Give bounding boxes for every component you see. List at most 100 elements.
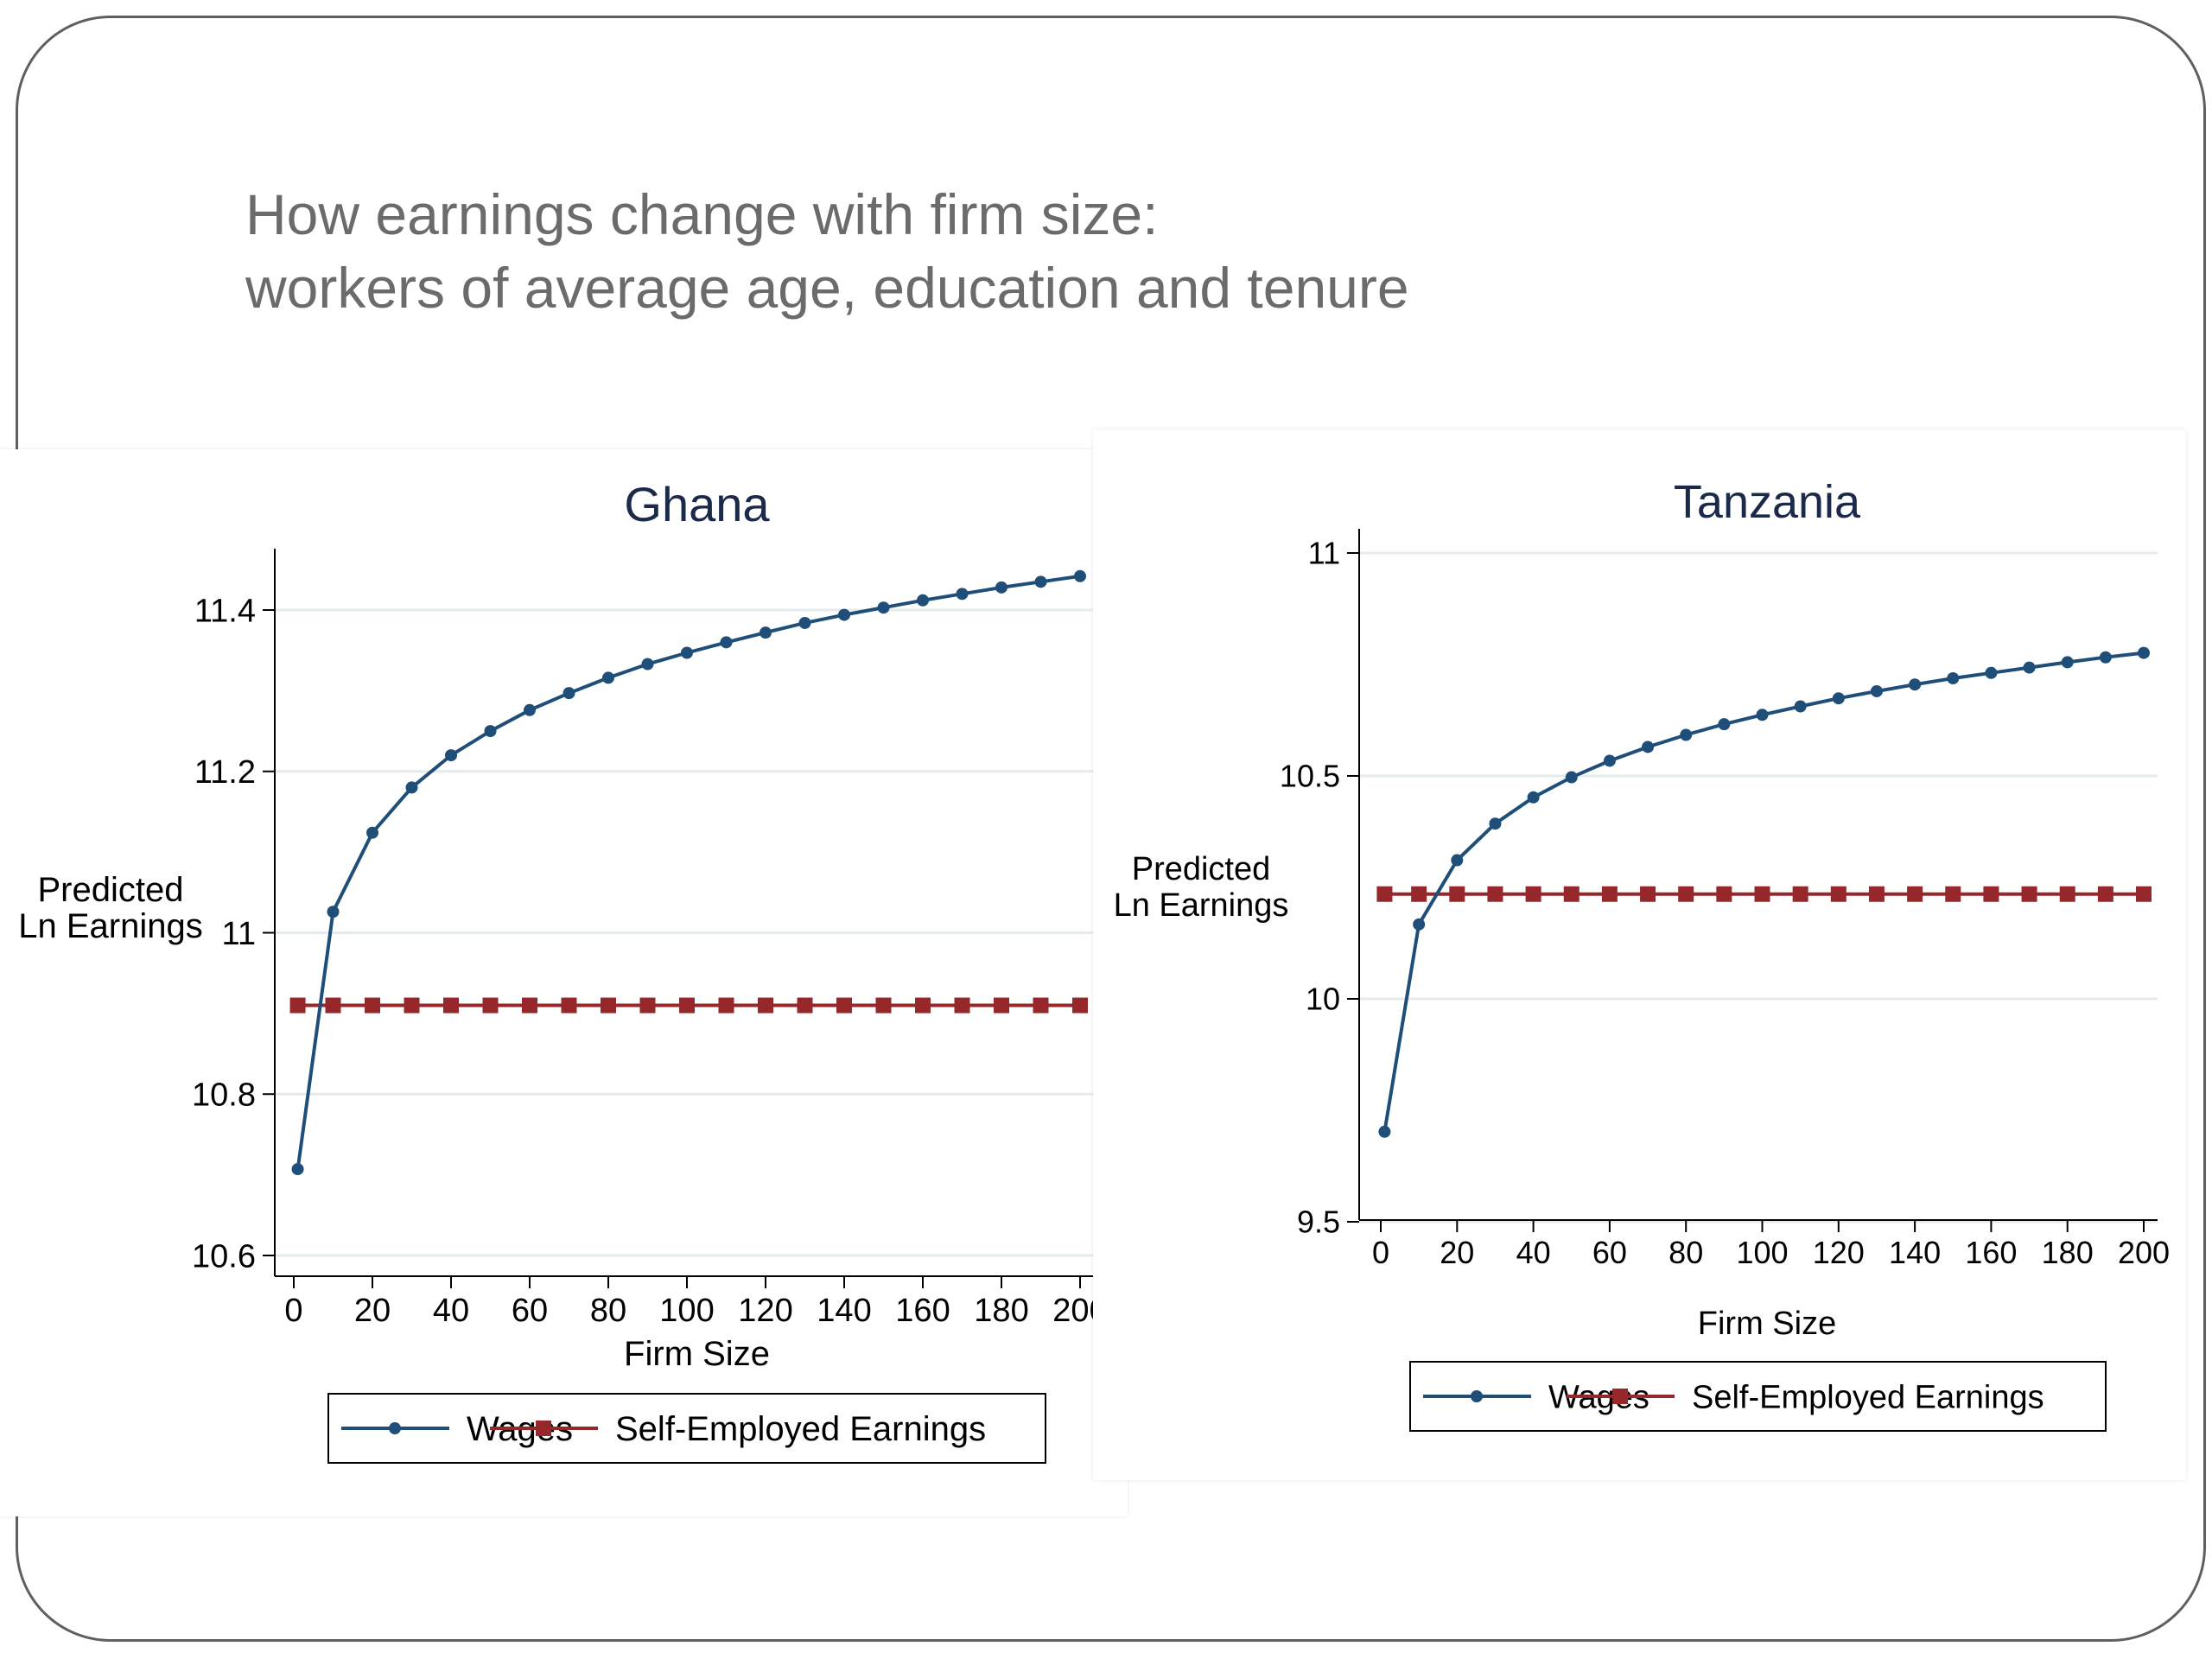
- slide-title-line-2: workers of average age, education and te…: [245, 256, 1409, 320]
- self-employed-point: [1487, 886, 1503, 902]
- self-employed-point: [639, 997, 656, 1014]
- wages-point: [1832, 692, 1845, 705]
- wages-point: [877, 601, 890, 614]
- self-employed-point: [836, 997, 852, 1014]
- wages-point: [1489, 817, 1502, 830]
- wages-point: [760, 626, 772, 639]
- legend-key-wages-marker: [389, 1422, 401, 1434]
- wages-point: [291, 1163, 304, 1176]
- self-employed-point: [954, 997, 970, 1014]
- wages-point: [1985, 666, 1998, 679]
- x-tick-label: 0: [284, 1293, 302, 1329]
- x-tick-label: 140: [1889, 1235, 1941, 1270]
- wages-point: [2138, 646, 2150, 659]
- self-employed-point: [1033, 997, 1049, 1014]
- wages-point: [1680, 728, 1693, 741]
- x-tick-label: 40: [1516, 1235, 1551, 1270]
- self-employed-point: [994, 997, 1009, 1014]
- y-tick-label: 11.2: [194, 754, 256, 791]
- x-tick-label: 140: [817, 1293, 871, 1329]
- y-axis-label: Predicted Ln Earnings: [1114, 851, 1289, 924]
- y-axis-label-line: Predicted: [38, 871, 184, 909]
- self-employed-point: [1601, 886, 1618, 902]
- y-axis-label: Predicted Ln Earnings: [18, 871, 202, 945]
- x-tick-label: 180: [974, 1293, 1028, 1329]
- x-tick-label: 200: [2118, 1235, 2170, 1270]
- y-tick-label: 9.5: [1297, 1205, 1340, 1240]
- x-tick-label: 80: [590, 1293, 626, 1329]
- self-employed-point: [1525, 886, 1541, 902]
- wages-point: [995, 581, 1007, 594]
- legend-label-self-employed: Self-Employed Earnings: [1692, 1379, 2044, 1415]
- wages-point: [2099, 651, 2112, 664]
- chart-tanzania: Tanzania 9.5 10 10.5 11 0 20 40 60 80 100 120 140 160…: [1114, 476, 2170, 1432]
- self-employed-point: [758, 997, 773, 1014]
- wages-point: [524, 703, 536, 716]
- chart-title: Tanzania: [1674, 476, 1861, 528]
- self-employed-point: [1678, 886, 1694, 902]
- wages-point: [641, 658, 654, 671]
- y-axis-label-line: Ln Earnings: [1114, 887, 1289, 924]
- chart-panel-ghana: Ghana 10.6 10.8 11 11.2 11.4 0 20 40 60 80 100 120 14…: [0, 449, 1128, 1516]
- x-tick-label: 60: [1592, 1235, 1627, 1270]
- slide-title-line-1: How earnings change with firm size:: [245, 182, 1159, 246]
- self-employed-point: [365, 997, 380, 1014]
- y-tick-label: 10.5: [1280, 759, 1340, 794]
- self-employed-point: [797, 997, 813, 1014]
- y-tick-label: 11: [222, 916, 256, 952]
- wages-point: [366, 826, 378, 839]
- self-employed-point: [522, 997, 537, 1014]
- x-tick-label: 100: [659, 1293, 714, 1329]
- wages-point: [445, 749, 457, 762]
- wages-point: [2061, 656, 2074, 669]
- wages-point: [1947, 671, 1960, 684]
- y-tick-label: 10: [1306, 982, 1340, 1017]
- self-employed-point: [2059, 886, 2075, 902]
- y-axis-label-line: Ln Earnings: [18, 907, 202, 945]
- wages-point: [917, 594, 929, 607]
- self-employed-point: [404, 997, 420, 1014]
- chart-panel-tanzania: Tanzania 9.5 10 10.5 11 0 20 40 60 80 100 120 140 160…: [1093, 429, 2186, 1480]
- legend-label-self-employed: Self-Employed Earnings: [615, 1410, 986, 1448]
- self-employed-point: [1640, 886, 1656, 902]
- self-employed-point: [1449, 886, 1465, 902]
- wages-point: [1378, 1125, 1391, 1138]
- self-employed-point: [679, 997, 695, 1014]
- self-employed-point: [1792, 886, 1808, 902]
- self-employed-point: [289, 997, 306, 1014]
- x-tick-label: 40: [433, 1293, 469, 1329]
- x-tick-label: 160: [895, 1293, 950, 1329]
- legend-key-wages-marker: [1471, 1390, 1483, 1402]
- wages-point: [327, 906, 340, 918]
- self-employed-point: [1907, 886, 1923, 902]
- self-employed-point: [2021, 886, 2037, 902]
- self-employed-point: [443, 997, 459, 1014]
- y-axis-label-line: Predicted: [1132, 851, 1271, 887]
- x-tick-label: 60: [512, 1293, 548, 1329]
- y-tick-label: 11.4: [194, 593, 256, 629]
- x-tick-label: 20: [354, 1293, 391, 1329]
- y-tick-label: 10.6: [192, 1238, 256, 1274]
- wages-point: [681, 646, 693, 659]
- chart-title: Ghana: [624, 477, 770, 531]
- self-employed-point: [1563, 886, 1580, 902]
- self-employed-point: [1716, 886, 1732, 902]
- x-tick-label: 0: [1372, 1235, 1389, 1270]
- legend-key-self-employed-marker: [536, 1421, 551, 1436]
- wages-line: [296, 574, 1081, 1170]
- self-employed-point: [1945, 886, 1961, 902]
- wages-point: [798, 616, 811, 629]
- wages-point: [1034, 575, 1047, 588]
- self-employed-point: [2136, 886, 2152, 902]
- wages-point: [602, 671, 614, 684]
- y-tick-label: 10.8: [192, 1077, 256, 1114]
- self-employed-point: [482, 997, 499, 1014]
- wages-point: [1794, 700, 1807, 713]
- wages-point: [720, 636, 733, 649]
- wages-point: [956, 588, 969, 601]
- x-tick-label: 180: [2042, 1235, 2094, 1270]
- x-tick-label: 100: [1736, 1235, 1788, 1270]
- wages-point: [1718, 718, 1731, 731]
- self-employed-point: [1411, 886, 1427, 902]
- self-employed-point: [325, 997, 341, 1014]
